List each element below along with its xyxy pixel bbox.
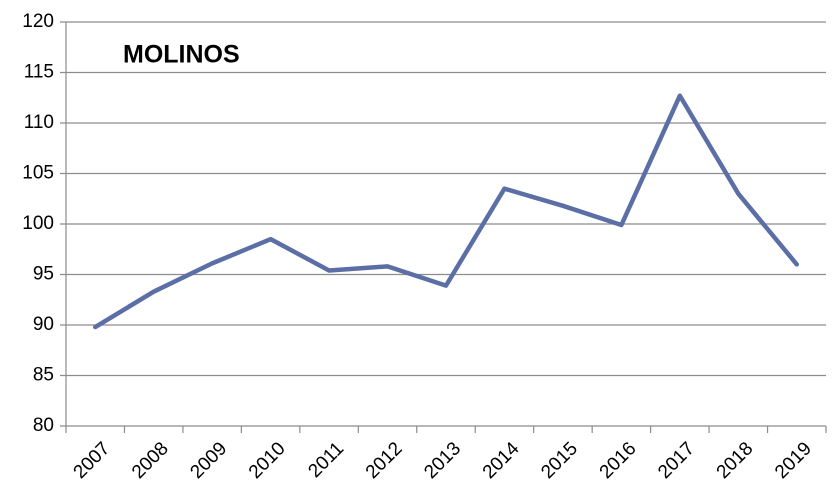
x-tick-label: 2008 <box>128 438 173 483</box>
y-tick-label: 110 <box>24 112 54 133</box>
chart-title: MOLINOS <box>123 41 240 69</box>
x-tick-label: 2017 <box>654 438 699 483</box>
y-tick-label: 85 <box>33 365 54 386</box>
y-tick-label: 100 <box>22 213 54 234</box>
y-tick-label: 95 <box>33 264 54 285</box>
y-tick-label: 90 <box>33 314 54 335</box>
x-tick-label: 2007 <box>70 438 115 483</box>
x-tick-label: 2009 <box>186 438 231 483</box>
x-tick-label: 2010 <box>245 438 290 483</box>
x-tick-label: 2012 <box>362 438 407 483</box>
x-tick-label: 2013 <box>420 438 465 483</box>
y-tick-label: 105 <box>22 163 54 184</box>
x-tick-label: 2019 <box>771 438 816 483</box>
data-line <box>92 93 800 330</box>
x-tick-label: 2014 <box>479 438 524 483</box>
y-tick-label: 80 <box>33 415 54 436</box>
x-tick-label: 2016 <box>596 438 641 483</box>
x-tick-label: 2018 <box>713 438 758 483</box>
y-tick-label: 115 <box>24 62 54 83</box>
y-tick-label: 120 <box>22 11 54 32</box>
x-tick-label: 2015 <box>537 438 582 483</box>
x-tick-label: 2011 <box>304 438 348 482</box>
